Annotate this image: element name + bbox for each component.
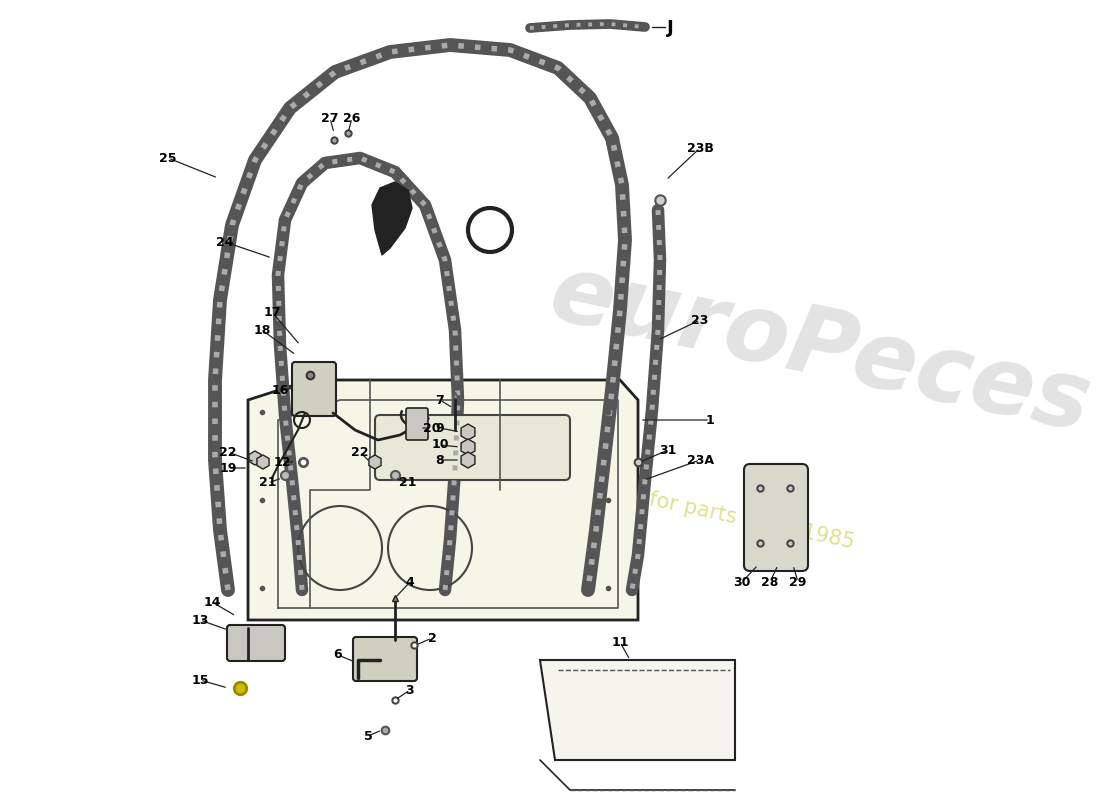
FancyBboxPatch shape — [227, 625, 285, 661]
Text: 1: 1 — [705, 414, 714, 426]
FancyBboxPatch shape — [292, 362, 336, 416]
Text: 17: 17 — [263, 306, 280, 318]
Text: 23B: 23B — [686, 142, 714, 154]
Text: 23: 23 — [691, 314, 708, 326]
Text: 8: 8 — [436, 454, 444, 466]
Text: 6: 6 — [333, 649, 342, 662]
Text: 9: 9 — [436, 422, 444, 434]
Polygon shape — [372, 182, 412, 255]
Text: 10: 10 — [431, 438, 449, 451]
Text: 25: 25 — [160, 151, 177, 165]
Text: 28: 28 — [761, 575, 779, 589]
Text: 11: 11 — [612, 635, 629, 649]
Text: a passion for parts since 1985: a passion for parts since 1985 — [543, 467, 856, 553]
Text: 14: 14 — [204, 595, 221, 609]
Text: 23A: 23A — [686, 454, 714, 466]
Text: 7: 7 — [436, 394, 444, 406]
Text: 3: 3 — [406, 683, 415, 697]
Text: 13: 13 — [191, 614, 209, 626]
Text: 18: 18 — [253, 323, 271, 337]
Text: 2: 2 — [428, 631, 437, 645]
FancyBboxPatch shape — [406, 408, 428, 440]
Text: 27: 27 — [321, 111, 339, 125]
Text: 22: 22 — [219, 446, 236, 458]
Text: 5: 5 — [364, 730, 373, 742]
Polygon shape — [248, 380, 638, 620]
Polygon shape — [540, 660, 735, 760]
FancyBboxPatch shape — [375, 415, 570, 480]
Text: 12: 12 — [273, 455, 290, 469]
Text: euroPeces: euroPeces — [541, 248, 1099, 452]
Text: 19: 19 — [219, 462, 236, 474]
Text: 21: 21 — [399, 477, 417, 490]
Text: 31: 31 — [659, 443, 676, 457]
Text: J: J — [667, 19, 673, 37]
Text: 4: 4 — [406, 575, 415, 589]
Text: 26: 26 — [343, 111, 361, 125]
Text: 29: 29 — [790, 575, 806, 589]
Text: 15: 15 — [191, 674, 209, 686]
Text: 30: 30 — [734, 575, 750, 589]
Text: 24: 24 — [217, 235, 233, 249]
Text: 20: 20 — [424, 422, 441, 434]
Text: 22: 22 — [351, 446, 369, 458]
Text: 21: 21 — [260, 477, 277, 490]
Text: 16: 16 — [272, 383, 288, 397]
FancyBboxPatch shape — [744, 464, 808, 571]
FancyBboxPatch shape — [353, 637, 417, 681]
